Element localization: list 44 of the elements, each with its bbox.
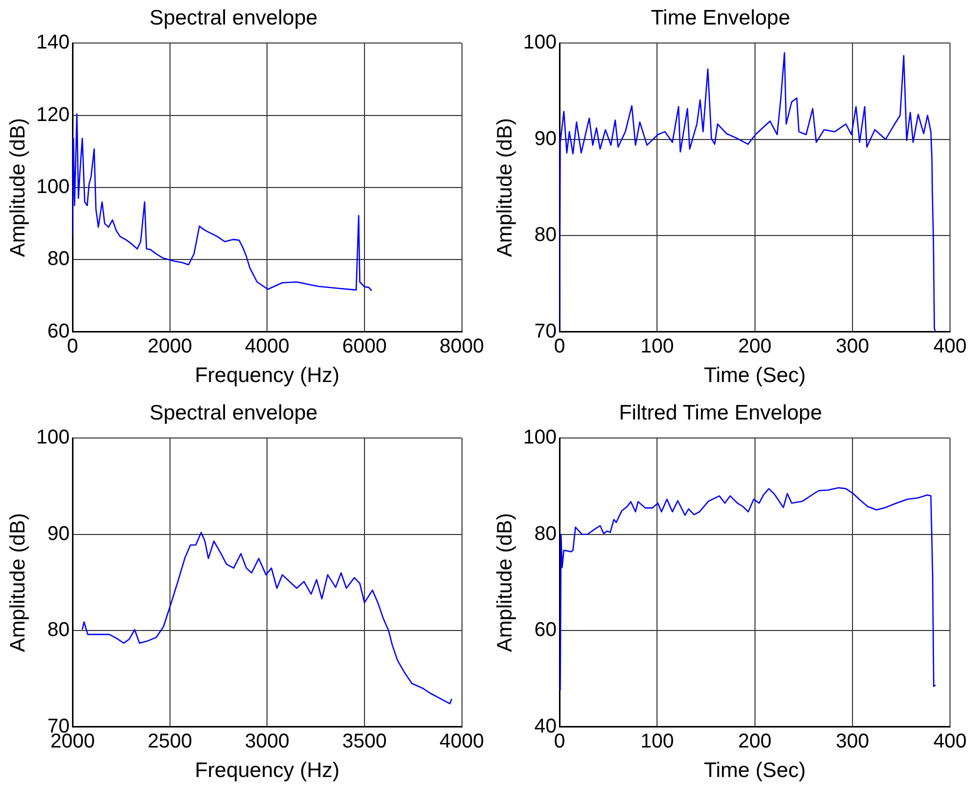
y-tick-label: 100 (523, 32, 557, 54)
y-tick-label: 140 (36, 32, 70, 54)
y-axis-title: Amplitude (dB) (493, 118, 516, 257)
chart-title: Spectral envelope (149, 401, 318, 424)
x-tick-label: 6000 (342, 335, 387, 358)
x-tick-label: 0 (554, 335, 566, 358)
y-tick-label: 100 (36, 176, 70, 198)
chart-title: Filtred Time Envelope (618, 401, 822, 424)
y-tick-label: 100 (36, 426, 70, 449)
y-tick-label: 80 (534, 522, 557, 545)
x-axis-title: Time (Sec) (704, 759, 806, 782)
x-tick-label: 3500 (342, 730, 387, 752)
x-tick-label: 200 (738, 335, 772, 358)
y-tick-label: 80 (534, 224, 557, 246)
x-tick-label: 4000 (244, 335, 290, 358)
x-tick-label: 100 (640, 335, 674, 358)
x-tick-label: 4000 (440, 730, 484, 752)
y-axis-title: Amplitude (dB) (6, 513, 30, 652)
y-tick-label: 60 (534, 619, 557, 642)
y-axis-title: Amplitude (dB) (493, 513, 516, 652)
chart-title: Spectral envelope (149, 6, 318, 30)
x-tick-label: 400 (933, 730, 967, 752)
x-axis-title: Frequency (Hz) (194, 759, 340, 782)
x-tick-label: 8000 (440, 335, 484, 358)
x-axis-title: Frequency (Hz) (194, 364, 340, 388)
x-tick-label: 2500 (148, 730, 192, 752)
y-tick-label: 120 (36, 104, 70, 126)
y-tick-label: 80 (47, 248, 70, 270)
y-axis-title: Amplitude (dB) (6, 118, 30, 257)
x-tick-label: 3000 (244, 730, 290, 752)
x-tick-label: 2000 (148, 335, 192, 358)
x-tick-label: 400 (933, 335, 967, 358)
y-tick-label: 90 (47, 522, 70, 545)
x-tick-label: 300 (836, 335, 870, 358)
y-tick-label: 80 (47, 619, 70, 642)
x-tick-label: 200 (738, 730, 772, 752)
x-tick-label: 0 (67, 335, 78, 358)
x-axis-title: Time (Sec) (704, 364, 806, 388)
y-tick-label: 90 (534, 128, 557, 150)
y-tick-label: 100 (523, 426, 557, 449)
x-tick-label: 300 (836, 730, 870, 752)
x-tick-label: 100 (640, 730, 674, 752)
chart-title: Time Envelope (650, 6, 790, 30)
x-tick-label: 0 (554, 730, 566, 752)
